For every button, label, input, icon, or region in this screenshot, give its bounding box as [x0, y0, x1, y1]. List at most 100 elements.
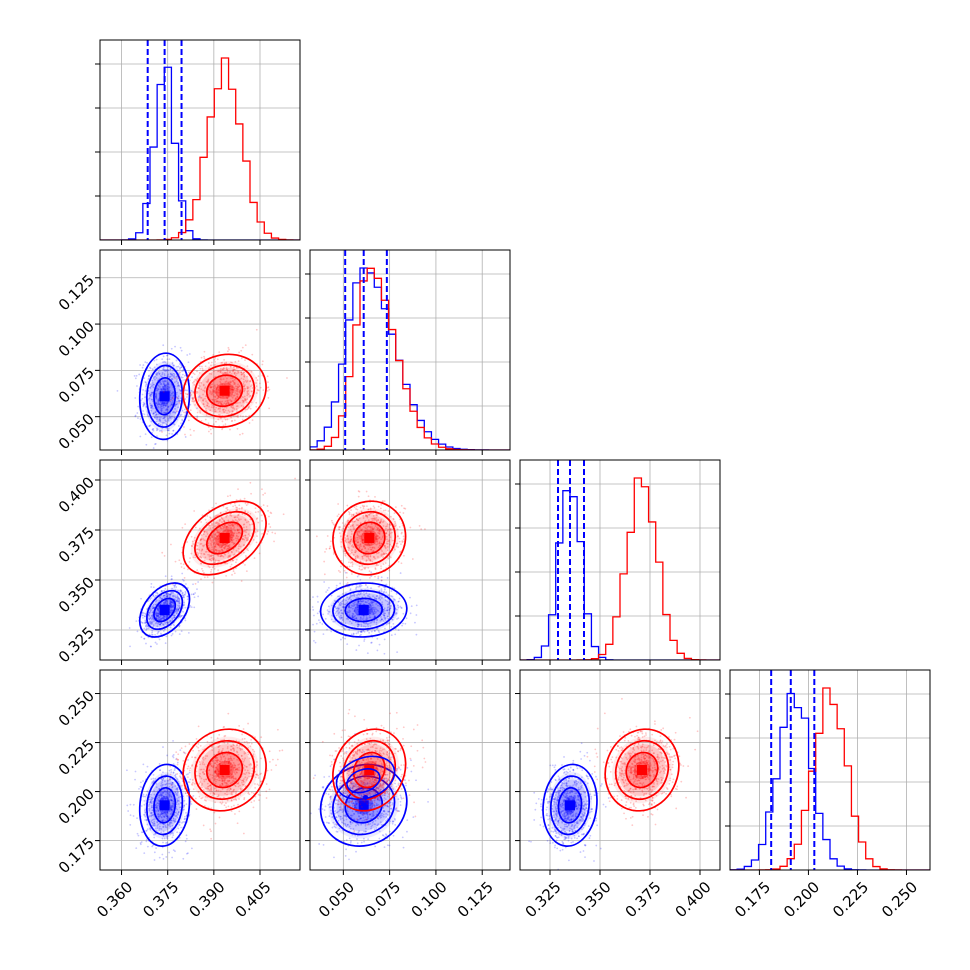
scatter-point: [171, 601, 173, 603]
scatter-point: [374, 567, 377, 569]
scatter-point: [155, 847, 158, 850]
scatter-point: [142, 410, 145, 412]
scatter-point: [180, 562, 182, 565]
scatter-point: [227, 413, 230, 415]
scatter-point: [173, 616, 175, 619]
scatter-point: [149, 394, 152, 397]
scatter-point: [216, 400, 219, 403]
scatter-point: [157, 608, 160, 611]
scatter-point: [393, 512, 396, 515]
scatter-point: [176, 610, 179, 613]
scatter-point: [234, 371, 236, 374]
scatter-point: [255, 385, 258, 388]
scatter-point: [157, 605, 160, 608]
scatter-point: [352, 633, 355, 636]
scatter-point: [172, 394, 175, 397]
scatter-point: [186, 595, 189, 598]
scatter-point: [158, 638, 161, 641]
scatter-point: [166, 358, 169, 361]
scatter-point: [163, 617, 165, 619]
scatter-point: [175, 599, 178, 602]
scatter-point: [136, 385, 138, 387]
scatter-point: [151, 614, 154, 617]
scatter-point: [337, 569, 340, 572]
scatter-point: [170, 768, 173, 771]
scatter-point: [171, 604, 174, 607]
scatter-point: [178, 600, 181, 603]
scatter-point: [169, 394, 172, 396]
scatter-point: [169, 415, 172, 418]
scatter-point: [234, 397, 237, 400]
scatter-point: [155, 611, 158, 614]
scatter-point: [143, 852, 146, 855]
scatter-point: [152, 595, 155, 598]
scatter-point: [164, 601, 167, 604]
scatter-point: [400, 504, 403, 507]
scatter-point: [176, 365, 178, 368]
scatter-point: [158, 401, 160, 404]
scatter-point: [181, 526, 184, 529]
scatter-point: [152, 412, 155, 415]
scatter-point: [152, 594, 155, 597]
scatter-point: [233, 372, 236, 375]
scatter-point: [217, 396, 220, 399]
scatter-point: [184, 606, 187, 609]
scatter-point: [236, 405, 239, 407]
scatter-point: [201, 569, 204, 572]
scatter-point: [176, 612, 178, 615]
scatter-point: [147, 617, 150, 619]
scatter-point: [219, 378, 222, 381]
scatter-point: [237, 388, 239, 391]
scatter-point: [197, 581, 200, 583]
scatter-point: [257, 389, 260, 392]
scatter-point: [228, 371, 231, 374]
scatter-point: [237, 416, 240, 418]
scatter-point: [197, 386, 200, 389]
scatter-point: [212, 423, 215, 426]
scatter-point: [177, 608, 179, 611]
scatter-point: [149, 402, 152, 405]
contour-line: [194, 363, 256, 418]
scatter-point: [249, 380, 251, 383]
scatter-point: [170, 575, 173, 578]
scatter-point: [166, 754, 169, 757]
scatter-point: [383, 638, 386, 641]
scatter-point: [189, 428, 192, 431]
scatter-point: [246, 390, 249, 393]
scatter-point: [165, 424, 168, 426]
scatter-point: [168, 387, 170, 390]
scatter-point: [148, 374, 150, 377]
scatter-point: [165, 434, 168, 437]
scatter-point: [160, 389, 163, 391]
scatter-point: [156, 418, 158, 420]
scatter-point: [155, 420, 158, 423]
scatter-point: [168, 769, 171, 772]
scatter-point: [239, 401, 241, 404]
scatter-point: [212, 386, 214, 388]
scatter-point: [323, 573, 326, 576]
scatter-point: [144, 385, 147, 387]
scatter-point: [219, 408, 221, 410]
scatter-point: [156, 615, 159, 618]
scatter-point: [359, 585, 362, 588]
scatter-point: [316, 595, 319, 598]
scatter-point: [181, 370, 183, 373]
scatter-point: [240, 404, 243, 407]
scatter-point: [152, 412, 155, 415]
scatter-point: [223, 362, 226, 365]
scatter-point: [231, 361, 233, 364]
scatter-point: [242, 400, 245, 403]
scatter-point: [149, 383, 152, 386]
scatter-point: [152, 774, 155, 776]
scatter-point: [166, 374, 169, 377]
scatter-point: [147, 392, 150, 395]
scatter-point: [140, 597, 142, 600]
scatter-point: [247, 390, 250, 392]
scatter-point: [200, 420, 203, 422]
scatter-point: [153, 359, 156, 362]
scatter-point: [169, 417, 172, 419]
scatter-point: [166, 385, 169, 388]
panel-background: [100, 40, 300, 240]
scatter-point: [177, 365, 180, 368]
scatter-point: [314, 641, 317, 644]
